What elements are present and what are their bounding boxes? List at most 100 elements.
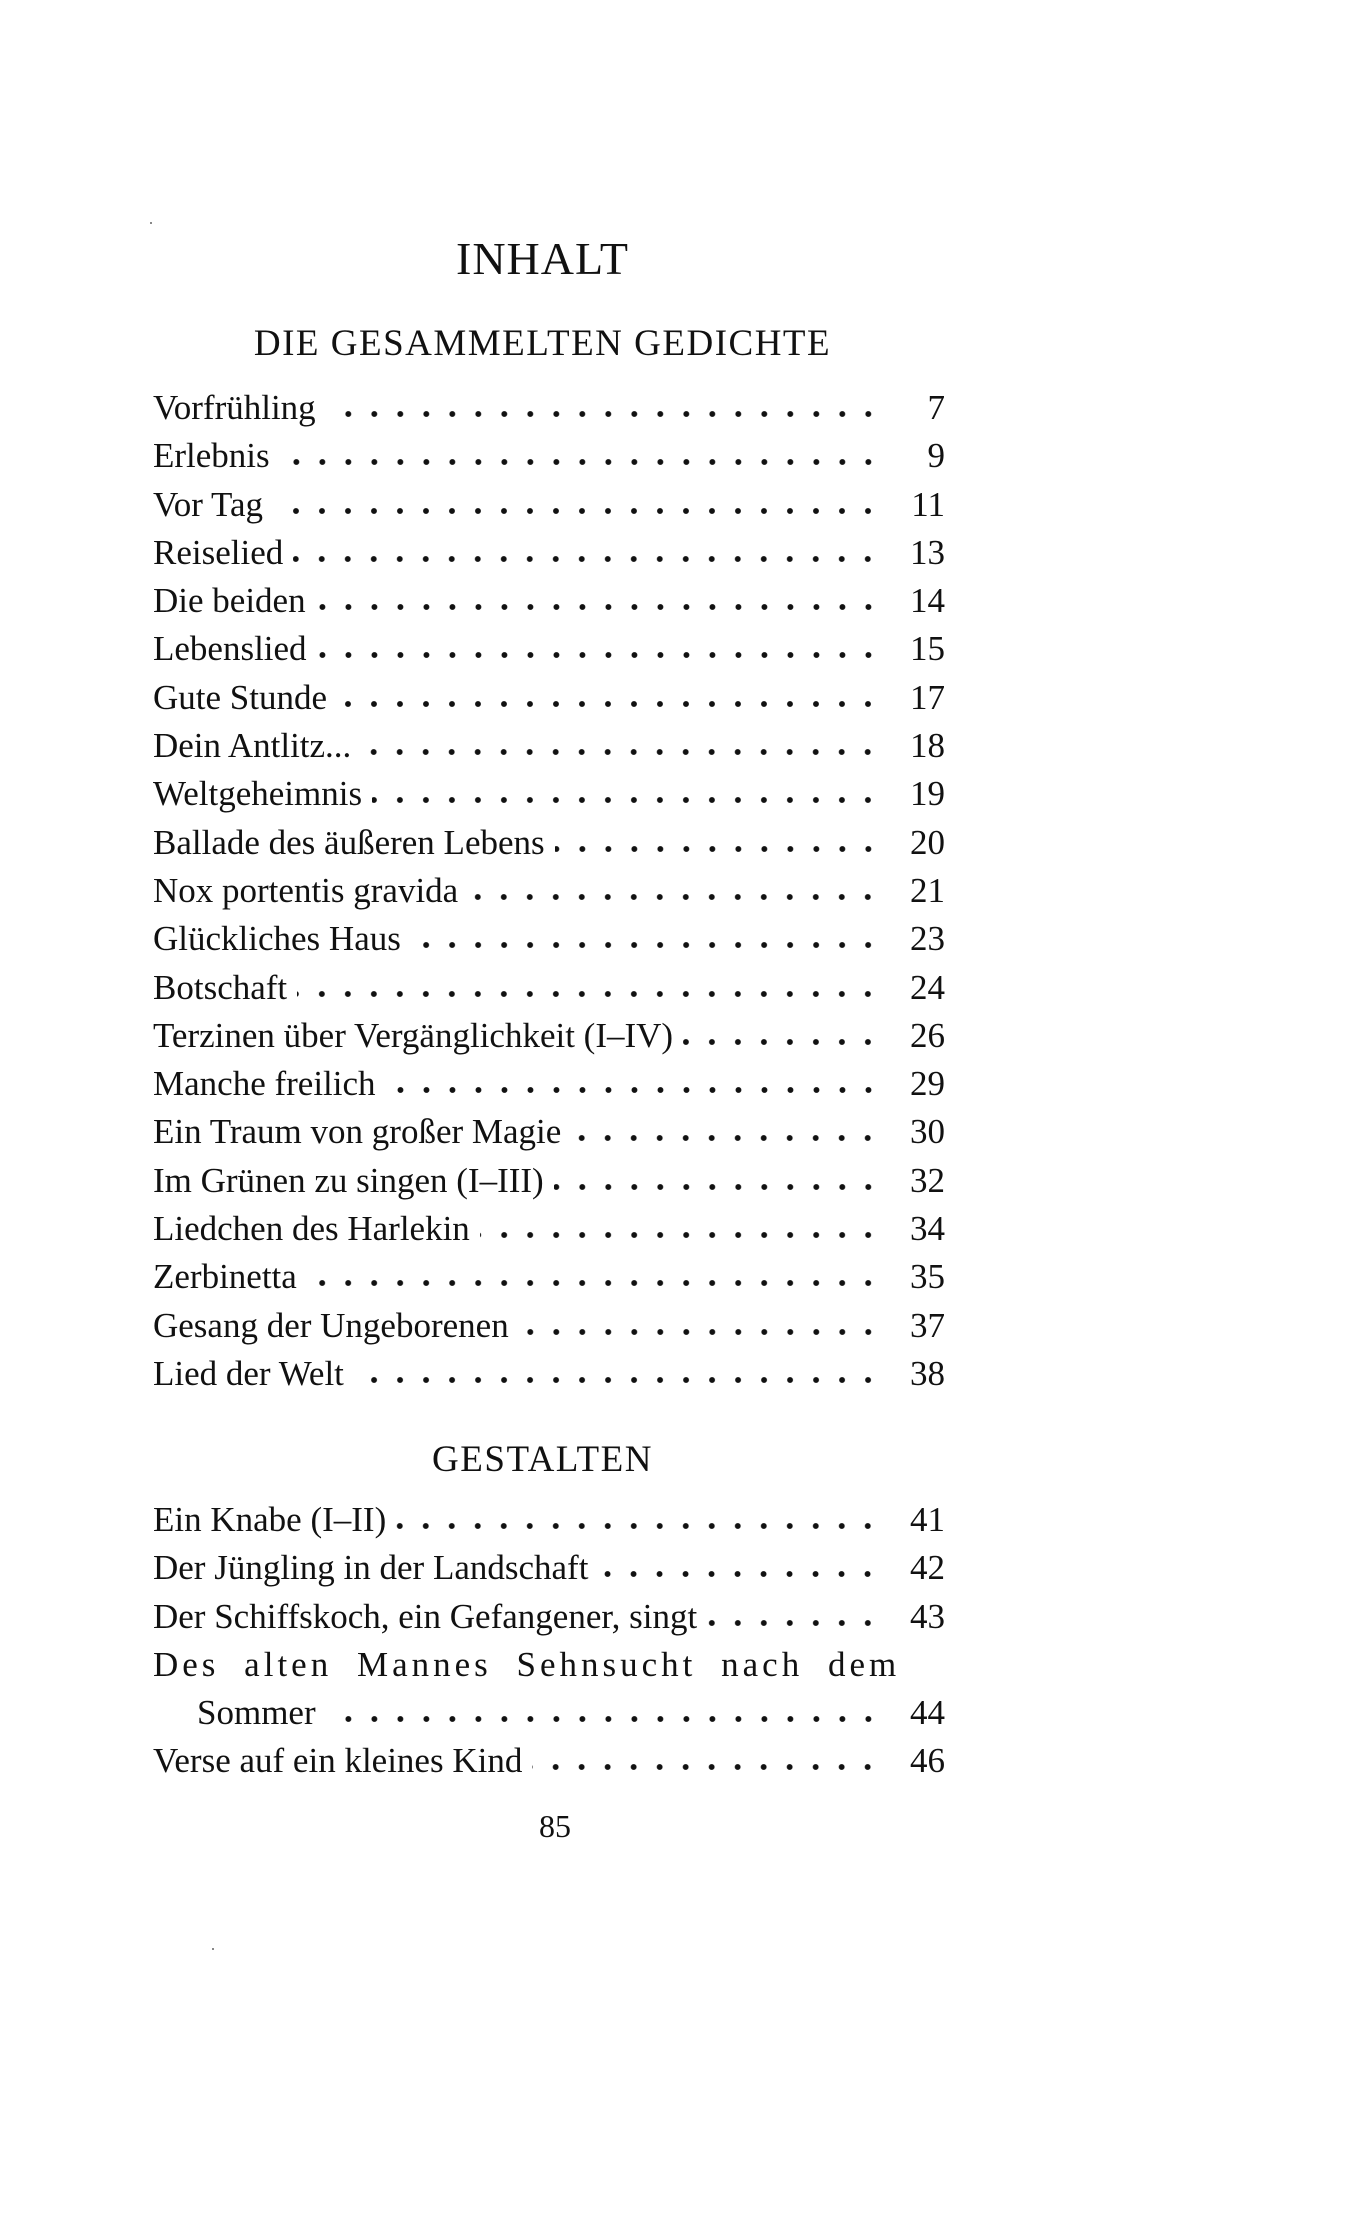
entry-page: 35 (910, 1257, 945, 1297)
dot-leader (396, 1521, 881, 1531)
toc-entry: Nox portentis gravida 21 (153, 867, 945, 915)
dot-leader (468, 891, 881, 902)
dot-leader (532, 1762, 881, 1773)
entry-title: Ein Knabe (I–II) (153, 1500, 387, 1539)
dot-leader (553, 1181, 881, 1192)
toc-entry-continuation: Sommer 44 (153, 1689, 945, 1737)
entry-title: Lied der Welt (153, 1353, 344, 1393)
toc-entry: Verse auf ein kleines Kind 46 (153, 1737, 945, 1785)
entry-title: Dein Antlitz... (153, 726, 352, 766)
toc-entry: Lebenslied 15 (153, 625, 945, 673)
entry-title: Gesang der Ungeborenen (153, 1305, 509, 1345)
entry-title: Der Jüngling in der Landschaft (153, 1548, 589, 1588)
toc-entry: Manche freilich 29 (153, 1060, 945, 1108)
entry-title: Reiselied (153, 532, 284, 572)
dot-leader (353, 1374, 881, 1385)
dot-leader (273, 505, 881, 516)
entry-page: 34 (910, 1209, 945, 1249)
dot-leader (337, 698, 881, 709)
toc-entry: Weltgeheimnis 19 (153, 770, 945, 818)
toc-entry: Glückliches Haus 23 (153, 915, 945, 963)
entry-page: 26 (910, 1015, 945, 1055)
entry-page: 44 (910, 1693, 945, 1733)
toc-entry: Ein Traum von großer Magie 30 (153, 1108, 945, 1156)
entry-title: Ein Traum von großer Magie (153, 1112, 562, 1152)
toc-entry: Dein Antlitz... 18 (153, 722, 945, 770)
toc-entry: Liedchen des Harlekin 34 (153, 1205, 945, 1253)
toc-entry: Die beiden 14 (153, 577, 945, 625)
entry-page: 17 (910, 677, 945, 717)
entry-title: Die beiden (153, 581, 306, 621)
toc-entry: Der Jüngling in der Landschaft 42 (153, 1544, 945, 1592)
toc-entry: Gesang der Ungeborenen 37 (153, 1302, 945, 1350)
entry-title: Lebenslied (153, 629, 307, 669)
entry-title: Der Schiffskoch, ein Gefangener, singt (153, 1596, 698, 1636)
entry-title: Terzinen über Vergänglichkeit (I–IV) (153, 1015, 674, 1055)
dot-leader (315, 602, 881, 613)
entry-page: 43 (910, 1596, 945, 1636)
dot-leader (372, 795, 881, 806)
entry-page: 32 (910, 1160, 945, 1200)
dot-leader (293, 553, 881, 564)
entry-title: Verse auf ein kleines Kind (153, 1741, 523, 1781)
scan-speck (150, 222, 152, 224)
toc-entry: Erlebnis 9 (153, 432, 945, 480)
dot-leader (325, 409, 881, 419)
toc-entry: Terzinen über Vergänglichkeit (I–IV) 26 (153, 1012, 945, 1060)
entry-title: Zerbinetta (153, 1257, 297, 1297)
dot-leader (518, 1326, 881, 1337)
dot-leader (385, 1085, 881, 1096)
entry-page: 7 (927, 388, 946, 427)
entry-title: Gute Stunde (153, 677, 328, 717)
dot-leader (325, 1714, 881, 1725)
dot-leader (316, 650, 881, 661)
toc-entry: Zerbinetta 35 (153, 1253, 945, 1301)
entry-page: 24 (910, 967, 945, 1007)
toc-entry: Lied der Welt 38 (153, 1350, 945, 1398)
dot-leader (297, 988, 881, 999)
toc-entry: Botschaft 24 (153, 964, 945, 1012)
entry-page: 20 (910, 822, 945, 862)
entry-title: Nox portentis gravida (153, 870, 459, 910)
dot-leader (554, 843, 881, 854)
entry-page: 30 (910, 1112, 945, 1152)
toc-list-gestalten: Ein Knabe (I–II) 41 Der Jüngling in der La… (153, 1496, 945, 1786)
entry-page: 41 (910, 1500, 945, 1539)
toc-entry: Der Schiffskoch, ein Gefangener, singt 43 (153, 1593, 945, 1641)
entry-page: 37 (910, 1305, 945, 1345)
entry-page: 19 (910, 774, 945, 814)
entry-page: 18 (910, 726, 945, 766)
toc-entry: Des alten Mannes Sehnsucht nach dem (153, 1641, 945, 1689)
toc-list-gedichte: Vorfrühling 7 Erlebnis 9 Vor Tag 11 Reiselied 1… (153, 384, 945, 1398)
dot-leader (361, 747, 881, 758)
page-title: INHALT (456, 233, 629, 284)
entry-page: 46 (910, 1741, 945, 1781)
entry-page: 29 (910, 1064, 945, 1104)
entry-page: 14 (910, 581, 945, 621)
dot-leader (410, 940, 881, 951)
dot-leader (598, 1569, 881, 1580)
entry-title: Liedchen des Harlekin (153, 1209, 470, 1249)
entry-page: 13 (910, 532, 945, 572)
entry-title: Erlebnis (153, 436, 270, 476)
entry-title: Weltgeheimnis (153, 774, 363, 814)
toc-entry: Ein Knabe (I–II) 41 (153, 1496, 945, 1544)
entry-title: Im Grünen zu singen (I–III) (153, 1160, 544, 1200)
entry-title: Manche freilich (153, 1064, 376, 1104)
entry-page: 42 (910, 1548, 945, 1588)
entry-page: 21 (910, 870, 945, 910)
entry-title: Vorfrühling (153, 388, 316, 427)
toc-entry: Im Grünen zu singen (I–III) 32 (153, 1157, 945, 1205)
entry-page: 15 (910, 629, 945, 669)
section-heading-gestalten: GESTALTEN (432, 1439, 653, 1480)
entry-title: Ballade des äußeren Lebens (153, 822, 545, 862)
scan-speck (212, 1948, 214, 1950)
dot-leader (571, 1133, 881, 1144)
page-number: 85 (539, 1808, 571, 1844)
entry-title: Vor Tag (153, 484, 264, 524)
dot-leader (306, 1278, 881, 1289)
toc-entry: Ballade des äußeren Lebens 20 (153, 819, 945, 867)
dot-leader (707, 1617, 881, 1628)
toc-entry: Reiselied 13 (153, 529, 945, 577)
dot-leader (279, 457, 881, 468)
